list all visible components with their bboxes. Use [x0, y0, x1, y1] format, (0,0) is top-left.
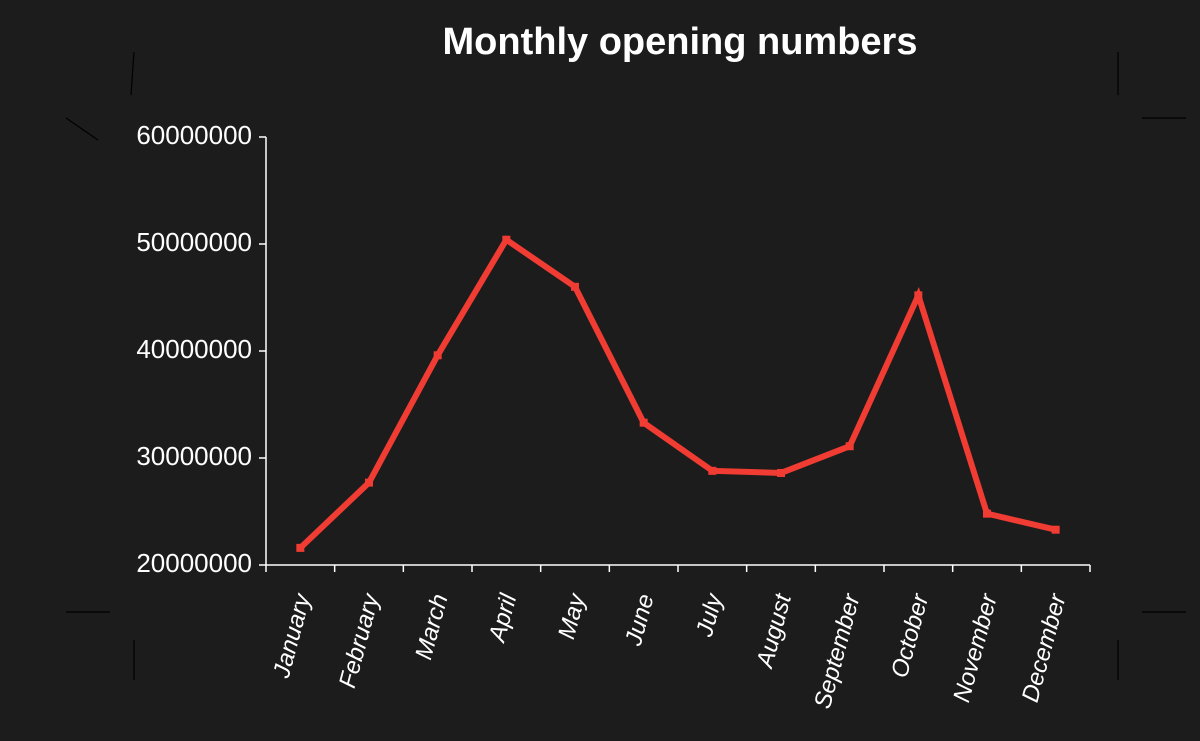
data-point	[433, 351, 442, 360]
data-point	[639, 418, 648, 427]
data-line	[298, 235, 1057, 551]
corner-mark	[65, 117, 99, 141]
data-point	[502, 235, 511, 244]
data-point	[777, 468, 785, 477]
data-point	[708, 466, 717, 475]
y-tick-label: 60000000	[136, 120, 252, 150]
data-point	[914, 291, 923, 300]
data-point	[845, 442, 854, 451]
data-point	[1051, 525, 1060, 534]
y-tick-label: 20000000	[136, 548, 252, 578]
y-tick-label: 40000000	[136, 334, 252, 364]
data-point	[296, 543, 305, 552]
decoration	[65, 51, 1186, 680]
data-point	[365, 478, 373, 487]
data-point	[571, 282, 579, 291]
chart-title: Monthly opening numbers	[443, 21, 918, 63]
data-point	[983, 509, 991, 518]
y-tick-label: 30000000	[136, 441, 252, 471]
corner-mark	[130, 51, 135, 96]
y-tick-label: 50000000	[136, 227, 252, 257]
